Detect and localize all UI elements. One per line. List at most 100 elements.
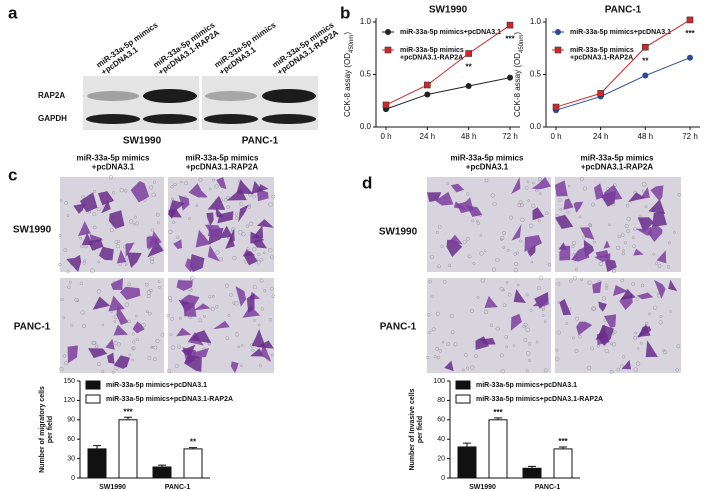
pore — [499, 353, 504, 358]
pore — [647, 312, 651, 316]
stained-cell — [195, 229, 211, 248]
pore — [610, 342, 613, 346]
stained-cell — [127, 252, 142, 268]
stained-cell — [92, 296, 111, 310]
stained-cell — [204, 224, 221, 240]
pore — [64, 361, 69, 366]
pore — [520, 217, 525, 222]
pore — [640, 341, 643, 345]
pore — [463, 353, 468, 357]
stained-cell — [511, 177, 521, 195]
pore — [462, 239, 467, 244]
pore — [466, 237, 470, 241]
pore — [169, 333, 173, 337]
y-tick-label: 0.5 — [530, 70, 542, 79]
pore — [668, 241, 672, 245]
pore — [427, 330, 432, 335]
stained-cell — [207, 195, 226, 210]
marker — [642, 72, 649, 79]
micrograph-row-label: SW1990 — [13, 225, 52, 236]
bar — [522, 467, 542, 479]
stained-cell — [531, 177, 551, 190]
stained-cell — [559, 298, 572, 316]
y-tick-label: 0.0 — [530, 122, 542, 131]
stained-cell — [116, 305, 129, 325]
pore — [528, 358, 532, 362]
y-axis-label: Number of migratory cellsper field — [39, 386, 54, 473]
pore — [526, 180, 530, 184]
pore — [530, 260, 534, 264]
stained-cell — [645, 340, 658, 358]
pore — [615, 245, 621, 251]
y-axis-label-part: CCK-8 assay (OD — [513, 53, 522, 117]
stained-cell — [256, 219, 274, 228]
error-bar — [124, 416, 132, 420]
pore — [489, 323, 494, 328]
pore — [234, 332, 240, 337]
pore — [94, 344, 99, 349]
pore — [537, 286, 541, 291]
pore — [150, 228, 154, 232]
pore — [571, 244, 575, 249]
pore — [59, 199, 63, 202]
stained-cell — [207, 245, 220, 262]
pore — [567, 184, 571, 188]
pore — [659, 314, 663, 318]
stained-cell — [66, 254, 82, 272]
stained-cell — [595, 250, 610, 259]
pore — [115, 244, 121, 249]
pore — [128, 219, 134, 224]
pore — [96, 206, 101, 211]
pore — [117, 240, 121, 244]
pore — [437, 224, 442, 229]
pore — [256, 260, 261, 265]
pore — [635, 361, 641, 366]
pore — [620, 233, 625, 238]
blot — [83, 76, 318, 130]
pore — [582, 235, 586, 240]
stained-cell — [650, 185, 664, 202]
pore — [555, 356, 560, 362]
pore — [252, 284, 258, 290]
stained-cell — [513, 289, 526, 303]
pore — [657, 264, 662, 268]
legend-label: miR-33a-5p mimics+pcDNA3.1-RAP2A — [400, 47, 464, 62]
pore — [547, 262, 552, 267]
pore — [441, 340, 445, 344]
pore — [677, 193, 681, 197]
stained-cell — [88, 348, 108, 359]
stained-cell — [604, 314, 617, 328]
stained-cell — [555, 180, 568, 197]
micrograph — [427, 278, 551, 373]
marker — [506, 21, 514, 29]
pore — [128, 353, 132, 357]
pore — [466, 366, 470, 370]
legend-label: miR-33a-5p mimics+pcDNA3.1 — [106, 382, 207, 389]
pore — [502, 303, 507, 308]
marker — [686, 16, 694, 24]
pore — [604, 283, 609, 288]
pore — [124, 263, 128, 266]
pore — [268, 202, 273, 207]
pore — [655, 261, 659, 265]
stained-cell — [648, 222, 663, 242]
pore — [543, 368, 548, 373]
stained-cell — [184, 354, 202, 372]
stained-cell — [238, 204, 249, 223]
pore — [96, 362, 101, 367]
band — [86, 114, 140, 124]
pore — [251, 348, 255, 353]
stained-cell — [635, 227, 653, 236]
stained-cell — [184, 302, 197, 317]
pore — [152, 357, 157, 362]
stained-cell — [598, 301, 607, 312]
pore — [82, 261, 86, 265]
pore — [263, 289, 267, 293]
band — [143, 114, 197, 124]
x-tick-label: 48 h — [638, 132, 654, 141]
significance: *** — [558, 437, 568, 446]
pore — [502, 246, 506, 249]
pore — [578, 215, 582, 219]
stained-cell — [98, 246, 114, 261]
